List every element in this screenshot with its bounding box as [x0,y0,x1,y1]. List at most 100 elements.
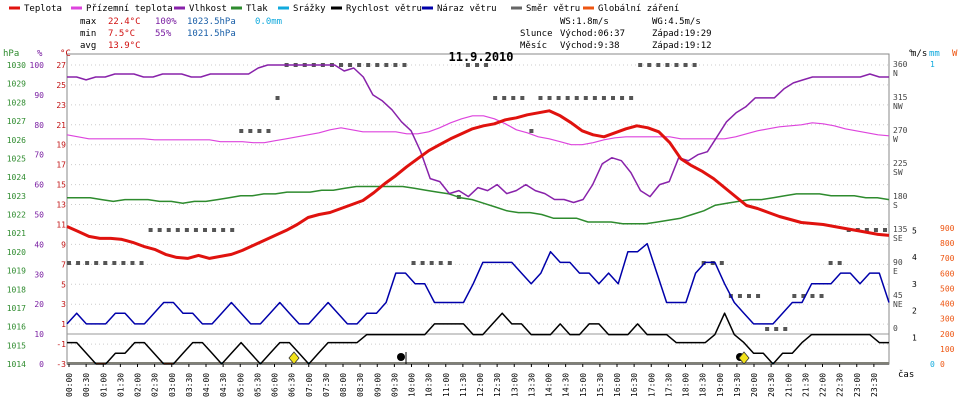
x-tick-label: 04:30 [219,373,228,397]
direction-point [230,228,235,232]
direction-point [529,129,534,133]
wind-tick: 3 [912,280,917,289]
x-tick-label: 11:00 [442,373,451,397]
x-tick-label: 20:30 [767,373,776,397]
temp-tick: 3 [61,300,66,309]
pressure-tick: 1025 [7,154,26,163]
pressure-tick: 1023 [7,192,26,201]
direction-point [837,261,842,265]
x-tick-label: 02:00 [134,373,143,397]
direction-point [484,63,489,67]
ground-temp-series [66,115,890,146]
x-tick-label: 04:00 [202,373,211,397]
radiation-tick: 200 [940,330,955,339]
x-tick-label: 19:00 [716,373,725,397]
x-tick-label: 10:00 [408,373,417,397]
wind-gust-series [66,242,890,325]
direction-point [737,294,742,298]
humidity-tick: 20 [34,300,44,309]
direction-point [384,63,389,67]
direction-point [556,96,561,100]
humidity-tick: 90 [34,91,44,100]
x-tick-label: 07:30 [322,373,331,397]
radiation-tick: 900 [940,224,955,233]
temp-tick: 21 [56,121,66,130]
direction-point [103,261,108,265]
direction-tick: 180 [893,192,908,201]
direction-point [611,96,615,100]
radiation-tick: 0 [940,360,945,369]
direction-point [683,63,688,67]
direction-point [592,96,597,100]
pressure-tick: 1014 [7,360,26,369]
direction-point [85,261,90,265]
temp-tick: 15 [56,181,66,190]
direction-name: NW [893,102,903,111]
info-sun-set: Západ:19:29 [652,29,712,39]
temp-tick: 17 [56,161,66,170]
x-tick-label: 15:00 [579,373,588,397]
direction-point [393,63,398,67]
radiation-tick: 500 [940,284,955,293]
legend-label: Přízemní teplota [86,4,173,14]
temp-tick: 1 [61,320,66,329]
direction-point [475,63,479,67]
rain-axis-label: mm [929,49,940,59]
x-tick-label: 11:30 [459,373,468,397]
direction-tick: 270 [893,126,908,135]
direction-point [756,294,761,298]
info-moon-set: Západ:19:12 [652,41,712,51]
direction-name: N [893,69,898,78]
direction-point [339,63,343,67]
direction-point [719,261,724,265]
direction-point [402,63,407,67]
radiation-tick: 100 [940,345,955,354]
moonrise-marker [397,353,405,361]
direction-point [357,63,362,67]
direction-point [420,261,425,265]
x-tick-label: 22:30 [836,373,845,397]
temp-tick: 13 [56,201,66,210]
humidity-tick: 40 [34,240,44,249]
direction-point [429,261,434,265]
temp-tick: 23 [56,101,66,110]
direction-tick: 225 [893,159,908,168]
x-tick-label: 01:30 [116,373,125,397]
x-tick-label: 03:00 [168,373,177,397]
direction-tick: 0 [893,324,898,333]
legend-label: Vlhkost [189,4,227,14]
series-layer [66,63,890,365]
pressure-series [67,185,890,225]
humidity-series [67,64,889,204]
left-axes: -3-113579111315171921232527°C01020304050… [3,49,71,369]
temp-tick: 25 [56,81,66,90]
direction-point [574,96,579,100]
right-axes: 045NE90E135SE180S225SW270W315NW360N°1234… [893,49,958,369]
pressure-tick: 1019 [7,267,26,276]
direction-point [783,327,788,331]
direction-point [828,261,833,265]
direction-point [447,261,452,265]
humidity-tick: 60 [34,181,44,190]
radiation-tick: 800 [940,239,955,248]
x-tick-label: 06:30 [288,373,297,397]
direction-point [203,228,207,232]
pressure-tick: 1022 [7,211,26,220]
direction-point [465,63,470,67]
legend-label: Směr větru [526,4,580,14]
stats-min-label: min [80,29,96,39]
direction-point [184,228,189,232]
radiation-axis-label: W [952,49,958,59]
humidity-tick: 50 [34,211,44,220]
direction-name: E [893,267,898,276]
info-moon-rise: Východ:9:38 [560,41,620,51]
legend-label: Rychlost větru [346,4,422,14]
x-tick-label: 08:30 [356,373,365,397]
direction-point [266,129,271,133]
stats-min-temp: 7.5°C [108,29,135,39]
direction-point [121,261,126,265]
direction-point [647,63,652,67]
temp-tick: -3 [56,360,66,369]
temp-tick: 11 [56,220,66,229]
